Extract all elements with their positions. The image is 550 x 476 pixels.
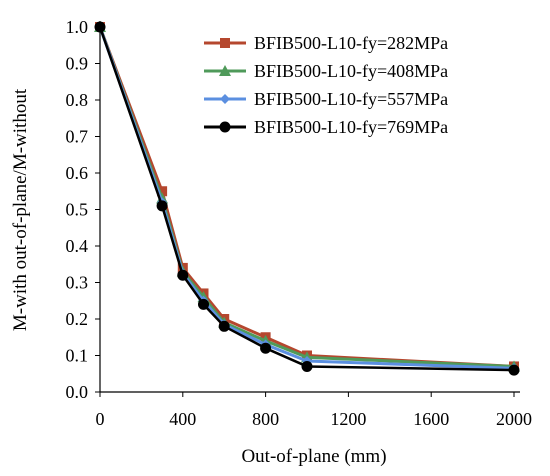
legend-label: BFIB500-L10-fy=282MPa: [254, 33, 448, 53]
y-tick-label: 0.7: [66, 127, 89, 147]
x-tick-label: 0: [96, 409, 105, 429]
x-tick-label: 400: [169, 409, 196, 429]
legend-swatch-marker: [219, 65, 231, 76]
x-tick-label: 2000: [496, 409, 532, 429]
data-point: [198, 298, 209, 310]
y-tick-label: 0.8: [66, 90, 89, 110]
y-tick-label: 0.1: [66, 346, 89, 366]
y-axis-label: M-with out-of-plane/M-without: [10, 88, 31, 331]
y-tick-label: 0.4: [66, 236, 89, 256]
data-point: [301, 360, 313, 372]
legend-label: BFIB500-L10-fy=769MPa: [254, 117, 448, 137]
data-point: [94, 21, 106, 33]
y-tick-label: 0.5: [66, 200, 89, 220]
data-point: [177, 269, 189, 281]
legend-swatch-marker: [219, 121, 231, 133]
series-line-4: [98, 26, 515, 372]
y-tick-label: 0.2: [66, 309, 89, 329]
legend: BFIB500-L10-fy=282MPa BFIB500-L10-fy=408M…: [204, 33, 448, 137]
data-point: [260, 342, 272, 354]
y-tick-label: 0.0: [66, 382, 89, 402]
legend-swatch-marker: [220, 38, 230, 48]
legend-label: BFIB500-L10-fy=408MPa: [254, 61, 448, 81]
y-tick-label: 0.6: [66, 163, 89, 183]
y-tick-label: 0.9: [66, 54, 89, 74]
data-point: [157, 186, 168, 197]
data-point: [156, 200, 168, 212]
legend-label: BFIB500-L10-fy=557MPa: [254, 89, 448, 109]
x-axis-label: Out-of-plane (mm): [241, 446, 386, 467]
x-tick-label: 800: [252, 409, 279, 429]
legend-swatch-marker: [220, 94, 230, 104]
y-tick-label: 1.0: [66, 17, 89, 37]
data-point: [218, 320, 230, 332]
x-tick-label: 1200: [330, 409, 366, 429]
plot-area: 0.0 0.1 0.2 0.3 0.4 0.5 0.6 0.7 0.8 0.9 1.0 0 400 800…: [66, 17, 533, 429]
y-tick-label: 0.3: [66, 273, 89, 293]
x-tick-label: 1600: [413, 409, 449, 429]
data-point: [508, 364, 520, 376]
